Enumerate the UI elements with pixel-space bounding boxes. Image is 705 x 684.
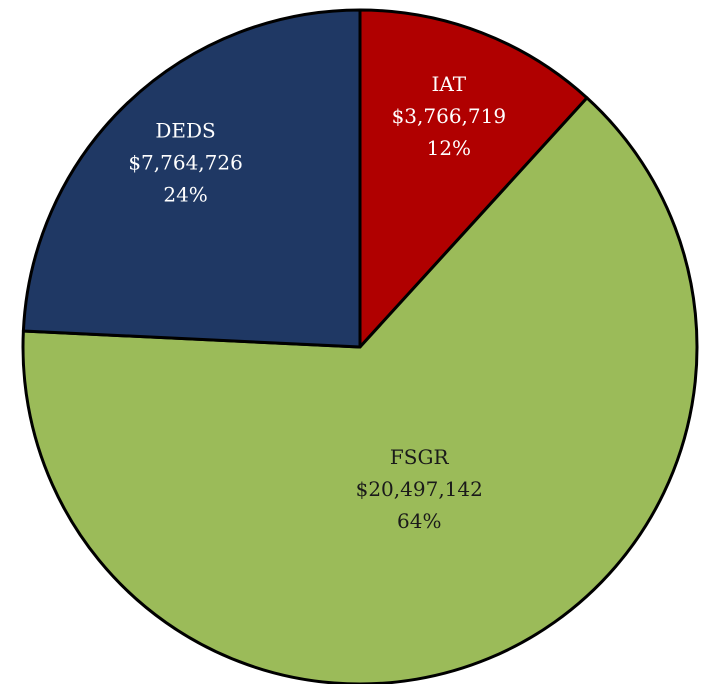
slice-percent-label: 12%	[427, 136, 471, 160]
slice-value-label: $7,764,726	[128, 151, 243, 175]
pie-slice	[21, 8, 362, 349]
slice-category: FSGR	[390, 445, 450, 469]
slice-category: IAT	[432, 72, 467, 96]
slice-category: DEDS	[155, 119, 215, 143]
slice-percent-label: 64%	[397, 509, 441, 533]
slice-percent-label: 24%	[163, 183, 207, 207]
pie-slice	[21, 96, 699, 684]
pie-slice	[358, 8, 589, 349]
slice-value-label: $20,497,142	[356, 477, 483, 501]
slice-value-label: $3,766,719	[392, 104, 507, 128]
